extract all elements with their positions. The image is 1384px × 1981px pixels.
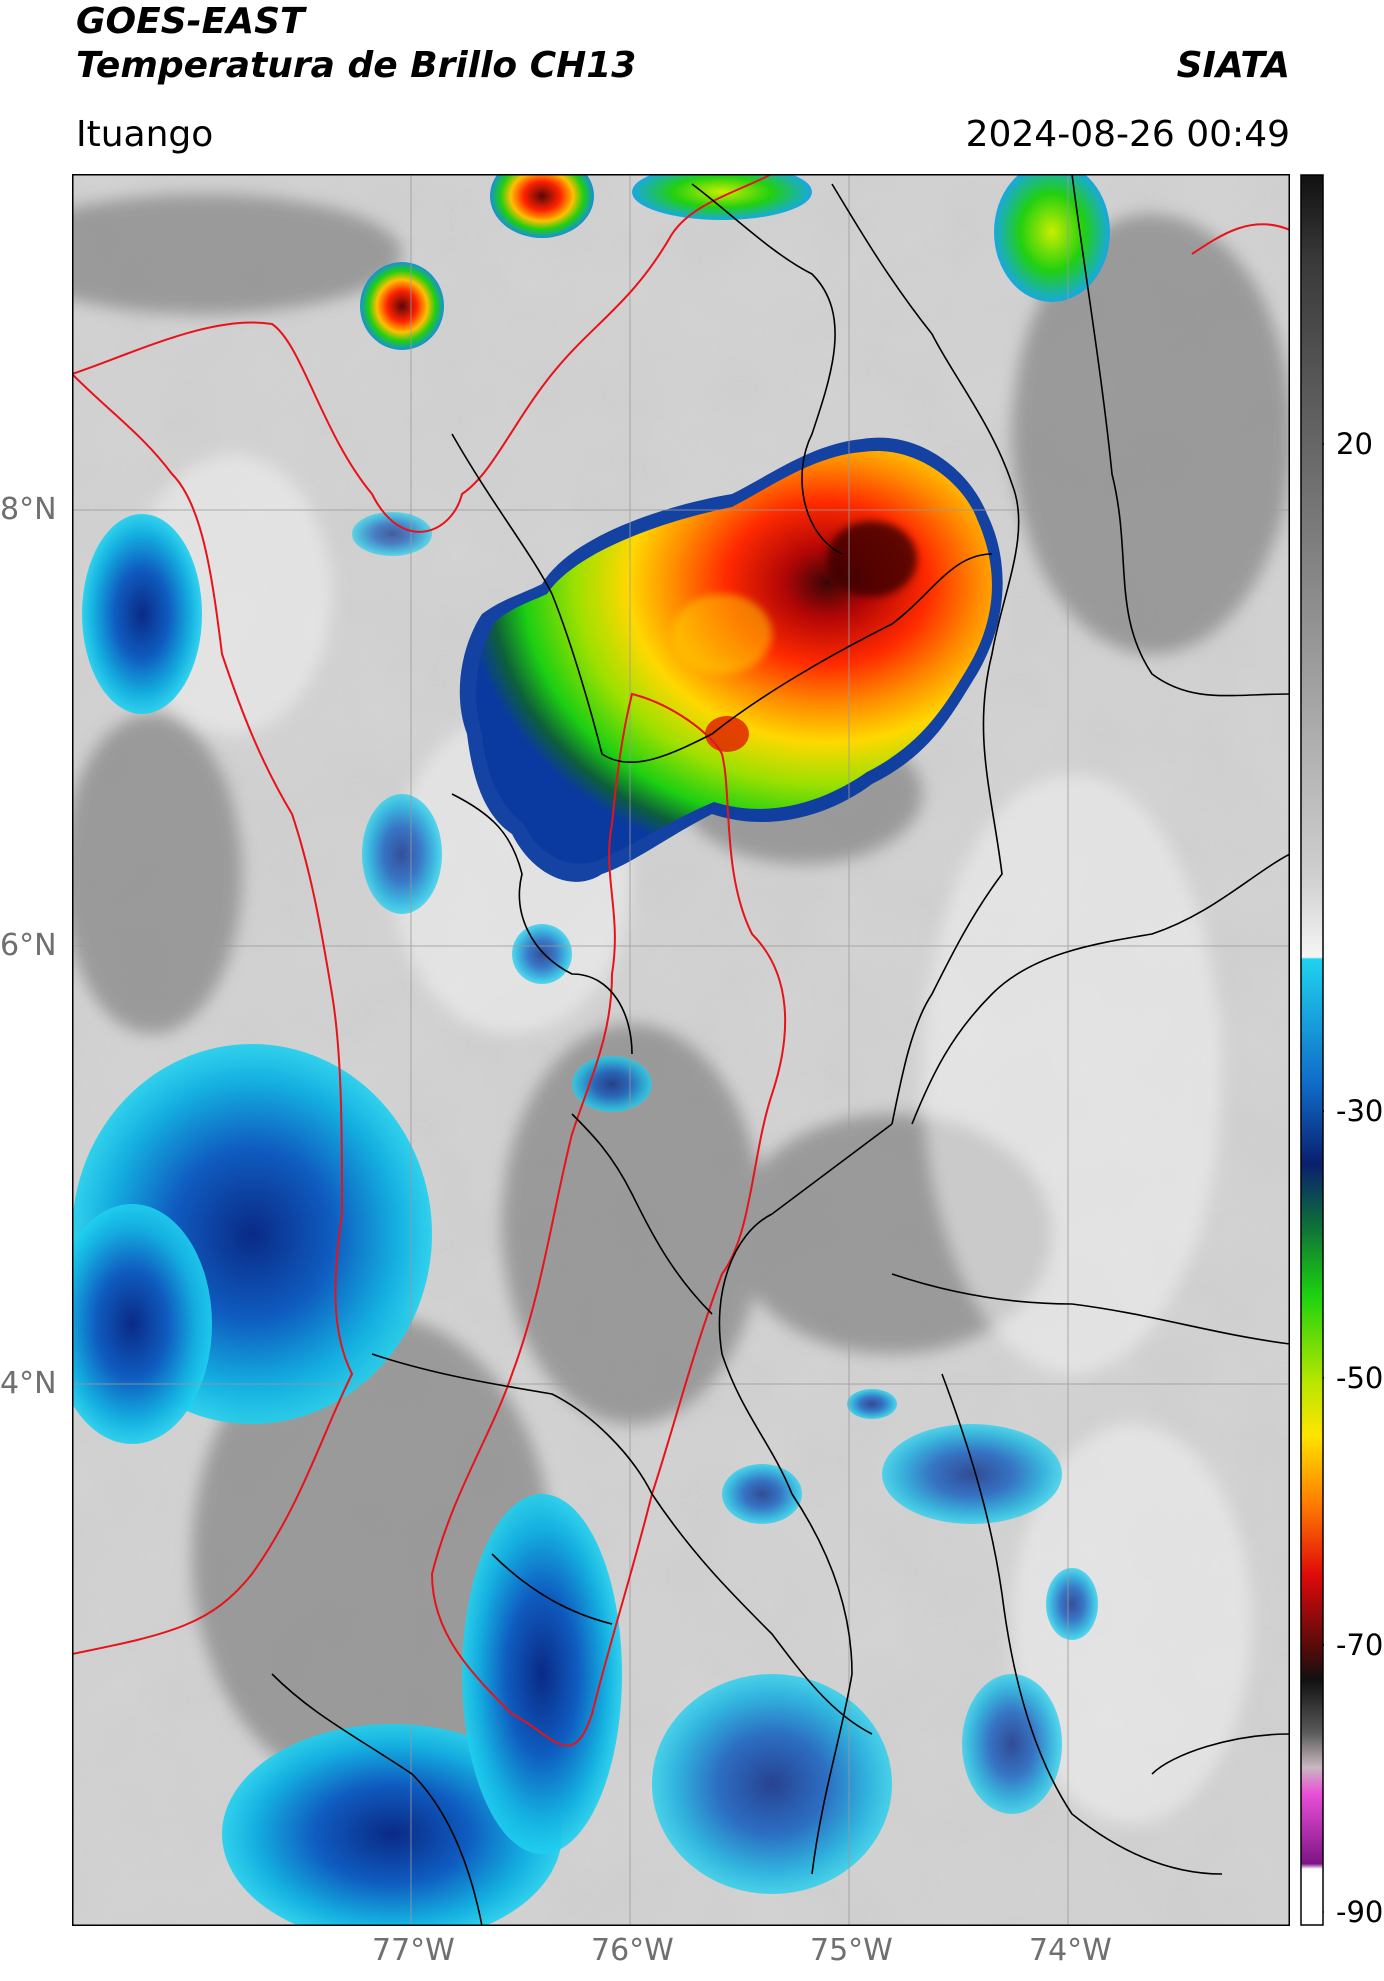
convective-cell: [490, 174, 594, 238]
colorbar: [1300, 174, 1324, 1926]
location-label: Ituango: [76, 114, 214, 155]
colorbar-label-minus30: -30: [1336, 1094, 1384, 1128]
satellite-map: [72, 174, 1290, 1926]
lon-label-74W: 74°W: [1029, 1933, 1112, 1968]
political-borders: [271, 174, 1290, 1926]
agency-label: SIATA: [1176, 45, 1290, 86]
lat-label-4N: 4°N: [0, 1366, 57, 1401]
lat-label-6N: 6°N: [0, 928, 57, 963]
product-title: Temperatura de Brillo CH13: [76, 45, 637, 86]
region-outline: [72, 174, 1290, 1747]
lon-label-75W: 75°W: [810, 1933, 893, 1968]
lat-label-8N: 8°N: [0, 492, 57, 527]
datetime-label: 2024-08-26 00:49: [965, 114, 1290, 155]
satellite-title: GOES-EAST: [76, 1, 305, 42]
storm-system: [459, 437, 1003, 882]
colorbar-label-minus70: -70: [1336, 1628, 1384, 1662]
lon-label-76W: 76°W: [591, 1933, 674, 1968]
colorbar-label-minus50: -50: [1336, 1361, 1384, 1395]
colorbar-label-minus90: -90: [1336, 1895, 1384, 1929]
colorbar-label-20: 20: [1336, 427, 1373, 461]
map-frame: [72, 174, 1290, 1926]
lon-label-77W: 77°W: [372, 1933, 455, 1968]
convective-cell: [360, 262, 444, 350]
convective-cell: [994, 174, 1110, 302]
